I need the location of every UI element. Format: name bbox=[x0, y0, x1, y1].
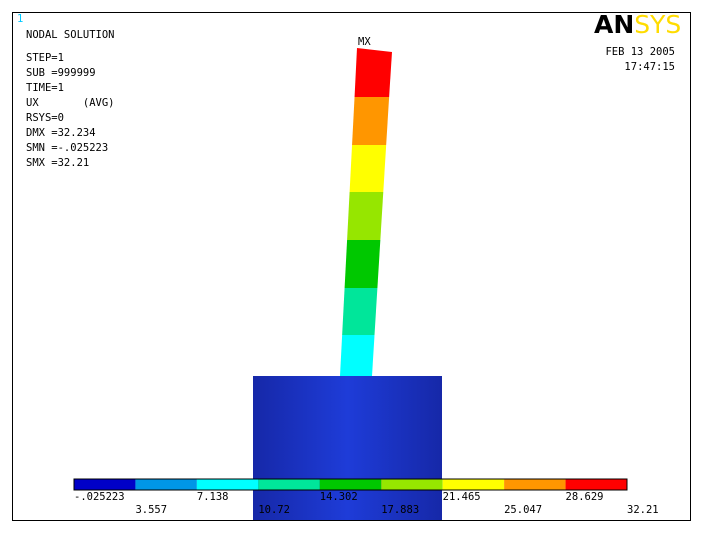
info-line: RSYS=0 bbox=[26, 112, 64, 124]
window-number: 1 bbox=[17, 13, 23, 25]
max-marker: MX bbox=[358, 36, 371, 48]
beam-band bbox=[340, 335, 375, 376]
info-line: SUB =999999 bbox=[26, 67, 96, 79]
legend: -.025223 3.557 7.138 10.72 14.302 17.883 21.46… bbox=[73, 478, 659, 516]
legend-band bbox=[319, 479, 382, 490]
beam-band bbox=[349, 145, 387, 192]
beam-band bbox=[342, 288, 378, 335]
legend-band bbox=[135, 479, 197, 490]
info-title: NODAL SOLUTION bbox=[26, 29, 115, 41]
beam-band bbox=[354, 48, 392, 97]
legend-band bbox=[74, 479, 136, 490]
info-line: SMN =-.025223 bbox=[26, 142, 108, 154]
info-line: SMX =32.21 bbox=[26, 157, 89, 169]
legend-label: 3.557 bbox=[135, 504, 167, 516]
legend-label: -.025223 bbox=[74, 491, 125, 503]
base-block bbox=[253, 376, 442, 520]
info-line: UX (AVG) bbox=[26, 97, 115, 109]
time: 17:47:15 bbox=[624, 61, 675, 73]
info-line: DMX =32.234 bbox=[26, 127, 96, 139]
legend-band bbox=[196, 479, 259, 490]
info-line: TIME=1 bbox=[26, 82, 64, 94]
beam-band bbox=[344, 240, 381, 288]
legend-label: 10.72 bbox=[258, 504, 290, 516]
legend-band bbox=[381, 479, 443, 490]
info-line: STEP=1 bbox=[26, 52, 64, 64]
legend-label: 28.629 bbox=[566, 491, 604, 503]
legend-frame bbox=[73, 478, 628, 491]
legend-band bbox=[504, 479, 566, 490]
beam-band bbox=[352, 97, 390, 145]
info-block: STEP=1 SUB =999999 TIME=1 UX (AVG) RSYS=0 DMX… bbox=[26, 52, 115, 169]
legend-label: 21.465 bbox=[443, 491, 481, 503]
legend-band bbox=[442, 479, 505, 490]
legend-label: 25.047 bbox=[504, 504, 542, 516]
legend-band bbox=[565, 479, 627, 490]
legend-label: 7.138 bbox=[197, 491, 229, 503]
legend-label: 17.883 bbox=[381, 504, 419, 516]
logo-right: SYS bbox=[634, 10, 681, 39]
logo: ANSYS bbox=[594, 10, 681, 39]
beam bbox=[340, 48, 392, 376]
beam-band bbox=[347, 192, 384, 240]
legend-label: 32.21 bbox=[627, 504, 659, 516]
logo-left: AN bbox=[594, 10, 634, 39]
date: FEB 13 2005 bbox=[605, 46, 675, 58]
legend-band bbox=[258, 479, 320, 490]
legend-label: 14.302 bbox=[320, 491, 358, 503]
